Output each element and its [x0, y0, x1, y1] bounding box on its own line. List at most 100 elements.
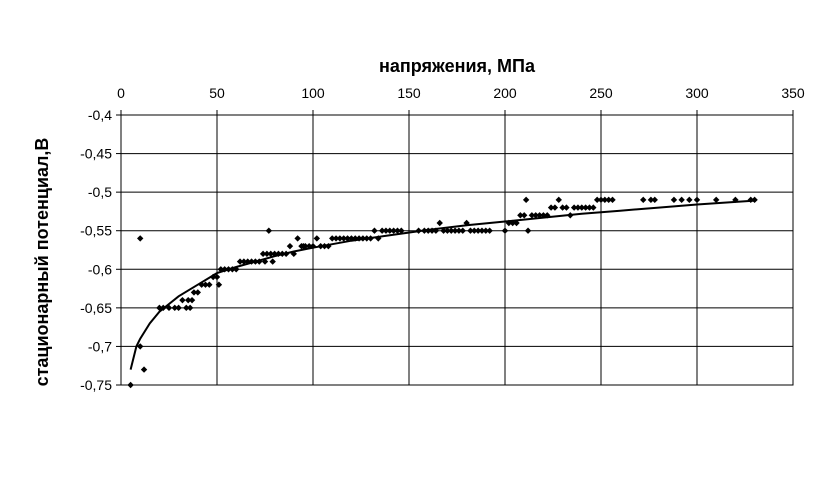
x-tick-label: 300 [685, 85, 709, 101]
data-point [225, 266, 232, 273]
data-point [313, 235, 321, 242]
data-points [127, 196, 758, 389]
data-point [355, 235, 363, 242]
data-point [348, 235, 355, 242]
data-point [332, 235, 340, 242]
x-tick-label: 150 [397, 85, 421, 101]
y-tick-label: -0,75 [80, 377, 112, 393]
data-point [375, 235, 382, 242]
data-point [478, 227, 486, 234]
data-point [267, 250, 274, 258]
data-point [252, 258, 259, 265]
data-point [463, 219, 470, 227]
data-point [713, 196, 720, 204]
data-point [209, 273, 217, 281]
data-point [605, 196, 612, 204]
data-point [244, 258, 251, 265]
data-point [451, 227, 459, 234]
data-point [436, 219, 443, 227]
y-axis-title: стационарный потенциал,В [32, 138, 52, 387]
data-point [751, 196, 758, 204]
y-tick-label: -0,65 [80, 300, 112, 316]
y-tick-label: -0,45 [80, 146, 112, 162]
data-point [156, 304, 163, 312]
x-tick-label: 250 [589, 85, 613, 101]
data-point [302, 242, 309, 250]
data-point [233, 266, 240, 273]
y-axis-ticks: -0,4 -0,45 -0,5 -0,55 -0,6 -0,65 -0,7 -0,75 [80, 107, 121, 393]
x-tick-label: 200 [493, 85, 517, 101]
data-point [179, 296, 186, 304]
data-point [378, 227, 386, 234]
data-point [455, 227, 463, 234]
data-point [747, 196, 754, 204]
data-point [386, 227, 393, 234]
data-point [248, 258, 255, 265]
y-tick-label: -0,4 [88, 107, 112, 123]
data-point [198, 281, 205, 288]
data-point [486, 227, 493, 234]
data-point [567, 212, 574, 219]
gridlines [120, 114, 794, 386]
data-point [256, 258, 263, 265]
data-point [513, 219, 520, 227]
data-point [501, 227, 509, 234]
data-point [271, 250, 278, 258]
data-point [140, 366, 148, 373]
data-point [640, 196, 647, 204]
data-point [229, 266, 236, 273]
data-point [202, 281, 209, 288]
data-point [215, 281, 223, 288]
data-point [574, 204, 582, 211]
data-point [317, 242, 324, 250]
data-point [415, 227, 422, 234]
data-point [221, 266, 228, 273]
data-point [382, 227, 390, 234]
data-point [259, 250, 267, 258]
x-tick-label: 350 [781, 85, 805, 101]
data-point [670, 196, 678, 204]
x-tick-label: 100 [301, 85, 325, 101]
data-point [269, 258, 276, 265]
data-point [340, 235, 347, 242]
data-point [371, 227, 378, 234]
data-point [127, 381, 134, 389]
data-point [732, 196, 739, 204]
x-tick-label: 50 [209, 85, 225, 101]
data-point [336, 235, 344, 242]
data-point [305, 242, 313, 250]
data-point [321, 242, 328, 250]
data-point [532, 212, 539, 219]
data-point [329, 235, 336, 242]
data-point [421, 227, 428, 234]
data-point [240, 258, 248, 265]
y-tick-label: -0,7 [88, 338, 112, 354]
data-point [647, 196, 655, 204]
data-point [448, 227, 455, 234]
data-point [471, 227, 478, 234]
data-point [425, 227, 432, 234]
data-point [544, 212, 551, 219]
y-tick-label: -0,55 [80, 223, 112, 239]
data-point [536, 212, 543, 219]
data-point [160, 304, 167, 312]
x-tick-label: 0 [117, 85, 125, 101]
data-point [190, 289, 198, 296]
data-point [474, 227, 482, 234]
x-axis-title: напряжения, МПа [379, 56, 536, 76]
data-point [432, 227, 440, 234]
data-point [286, 242, 294, 250]
data-point [459, 227, 466, 234]
data-point [509, 219, 516, 227]
trend-line [129, 199, 755, 370]
data-point [521, 212, 528, 219]
data-point [175, 304, 182, 312]
data-point [467, 227, 474, 234]
data-point [325, 242, 332, 250]
data-point [290, 250, 297, 258]
data-point [551, 204, 559, 211]
data-point [185, 296, 192, 304]
data-point [344, 235, 351, 242]
data-point [206, 281, 213, 288]
data-point [213, 273, 221, 281]
